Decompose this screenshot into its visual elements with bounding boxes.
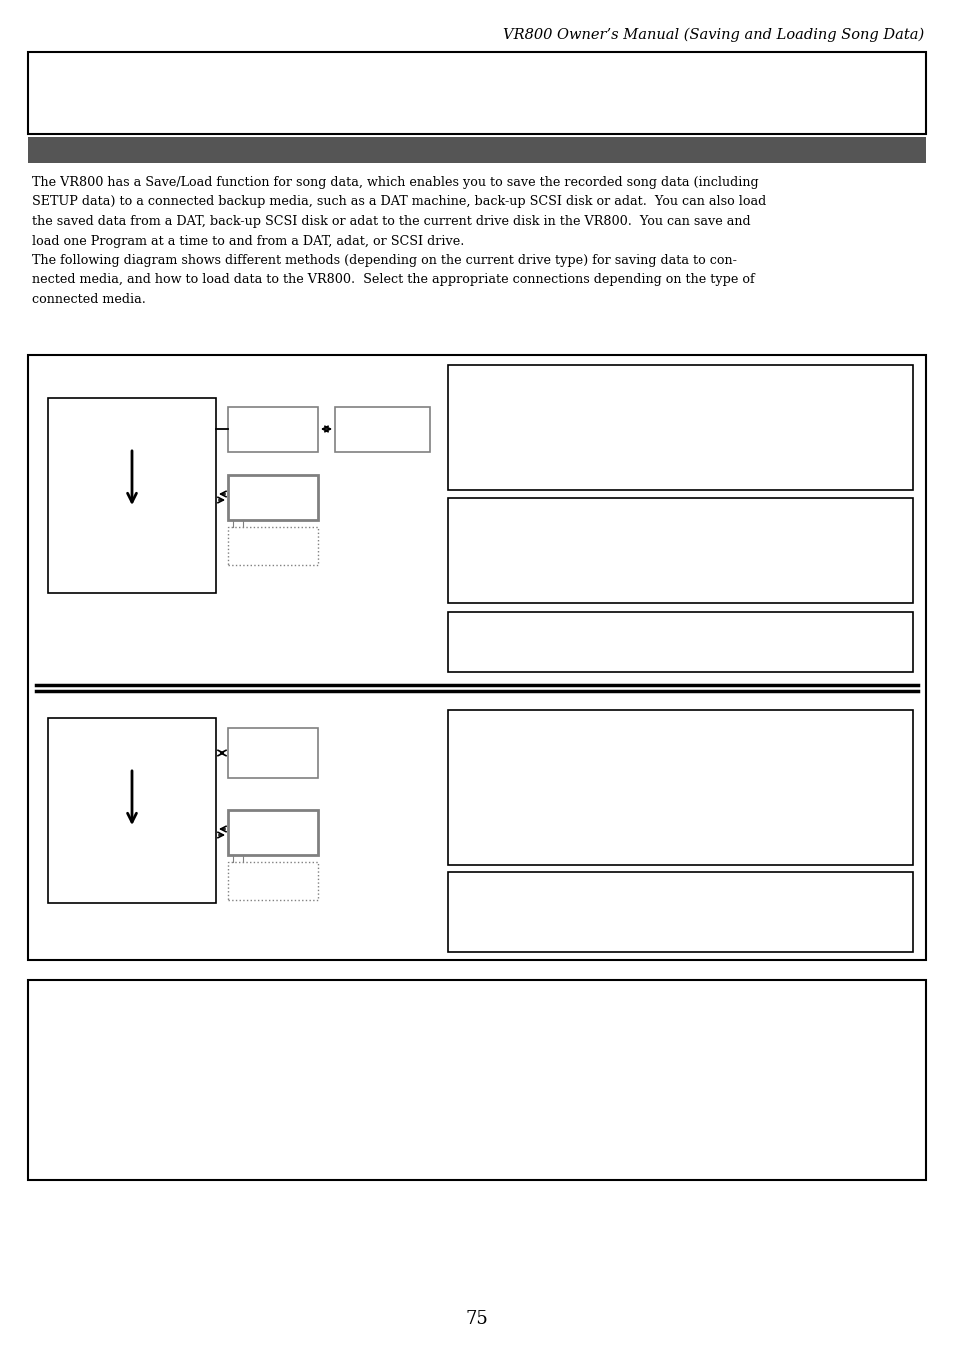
Text: connected media.: connected media. xyxy=(32,293,146,305)
Bar xyxy=(448,612,912,671)
Bar xyxy=(28,355,925,961)
Bar xyxy=(335,407,430,453)
Bar xyxy=(448,365,912,490)
Text: 75: 75 xyxy=(465,1310,488,1328)
Bar xyxy=(28,136,925,163)
Bar xyxy=(448,499,912,603)
Text: nected media, and how to load data to the VR800.  Select the appropriate connect: nected media, and how to load data to th… xyxy=(32,273,754,286)
Bar xyxy=(448,871,912,952)
Bar xyxy=(28,51,925,134)
Bar xyxy=(228,728,317,778)
Bar xyxy=(48,399,215,593)
Text: The following diagram shows different methods (depending on the current drive ty: The following diagram shows different me… xyxy=(32,254,736,267)
Bar xyxy=(228,407,317,453)
Text: load one Program at a time to and from a DAT, adat, or SCSI drive.: load one Program at a time to and from a… xyxy=(32,235,464,247)
Bar xyxy=(28,979,925,1179)
Bar xyxy=(228,476,317,520)
Text: VR800 Owner’s Manual (Saving and Loading Song Data): VR800 Owner’s Manual (Saving and Loading… xyxy=(502,28,923,42)
Bar xyxy=(228,811,317,855)
Text: the saved data from a DAT, back-up SCSI disk or adat to the current drive disk i: the saved data from a DAT, back-up SCSI … xyxy=(32,215,750,228)
Text: The VR800 has a Save/Load function for song data, which enables you to save the : The VR800 has a Save/Load function for s… xyxy=(32,176,758,189)
Bar xyxy=(228,862,317,900)
Bar xyxy=(448,711,912,865)
Bar xyxy=(48,717,215,902)
Bar xyxy=(228,527,317,565)
Text: SETUP data) to a connected backup media, such as a DAT machine, back-up SCSI dis: SETUP data) to a connected backup media,… xyxy=(32,196,765,208)
